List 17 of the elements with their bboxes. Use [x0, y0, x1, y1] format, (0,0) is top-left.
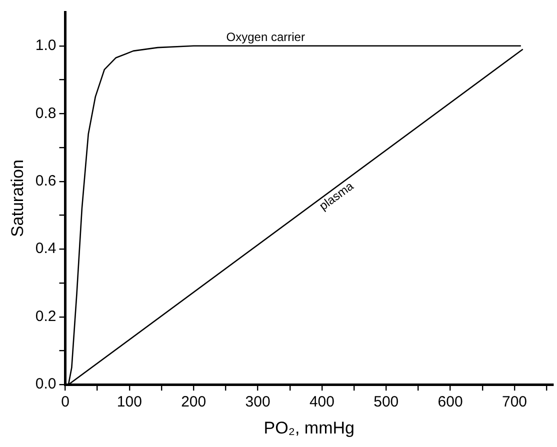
x-tick-label: 200	[181, 394, 206, 411]
y-tick-label: 0.8	[35, 104, 56, 122]
y-tick-label: 0.0	[35, 376, 56, 393]
y-tick-label: 0.6	[35, 172, 56, 190]
series-label: Oxygen carrier	[226, 30, 305, 44]
x-tick-label: 500	[374, 394, 399, 411]
y-tick-label: 0.2	[35, 308, 56, 325]
y-axis-title: Saturation	[8, 160, 27, 238]
x-tick-label: 0	[61, 394, 70, 411]
x-tick-label: 400	[309, 394, 334, 411]
x-tick-label: 700	[502, 394, 528, 411]
x-tick-label: 300	[245, 394, 270, 411]
x-tick-label: 600	[438, 394, 463, 411]
x-tick-label: 100	[116, 394, 142, 411]
y-tick-label: 1.0	[35, 37, 56, 54]
x-axis-title: PO₂, mmHg	[264, 418, 354, 438]
y-tick-label: 0.4	[35, 240, 56, 258]
